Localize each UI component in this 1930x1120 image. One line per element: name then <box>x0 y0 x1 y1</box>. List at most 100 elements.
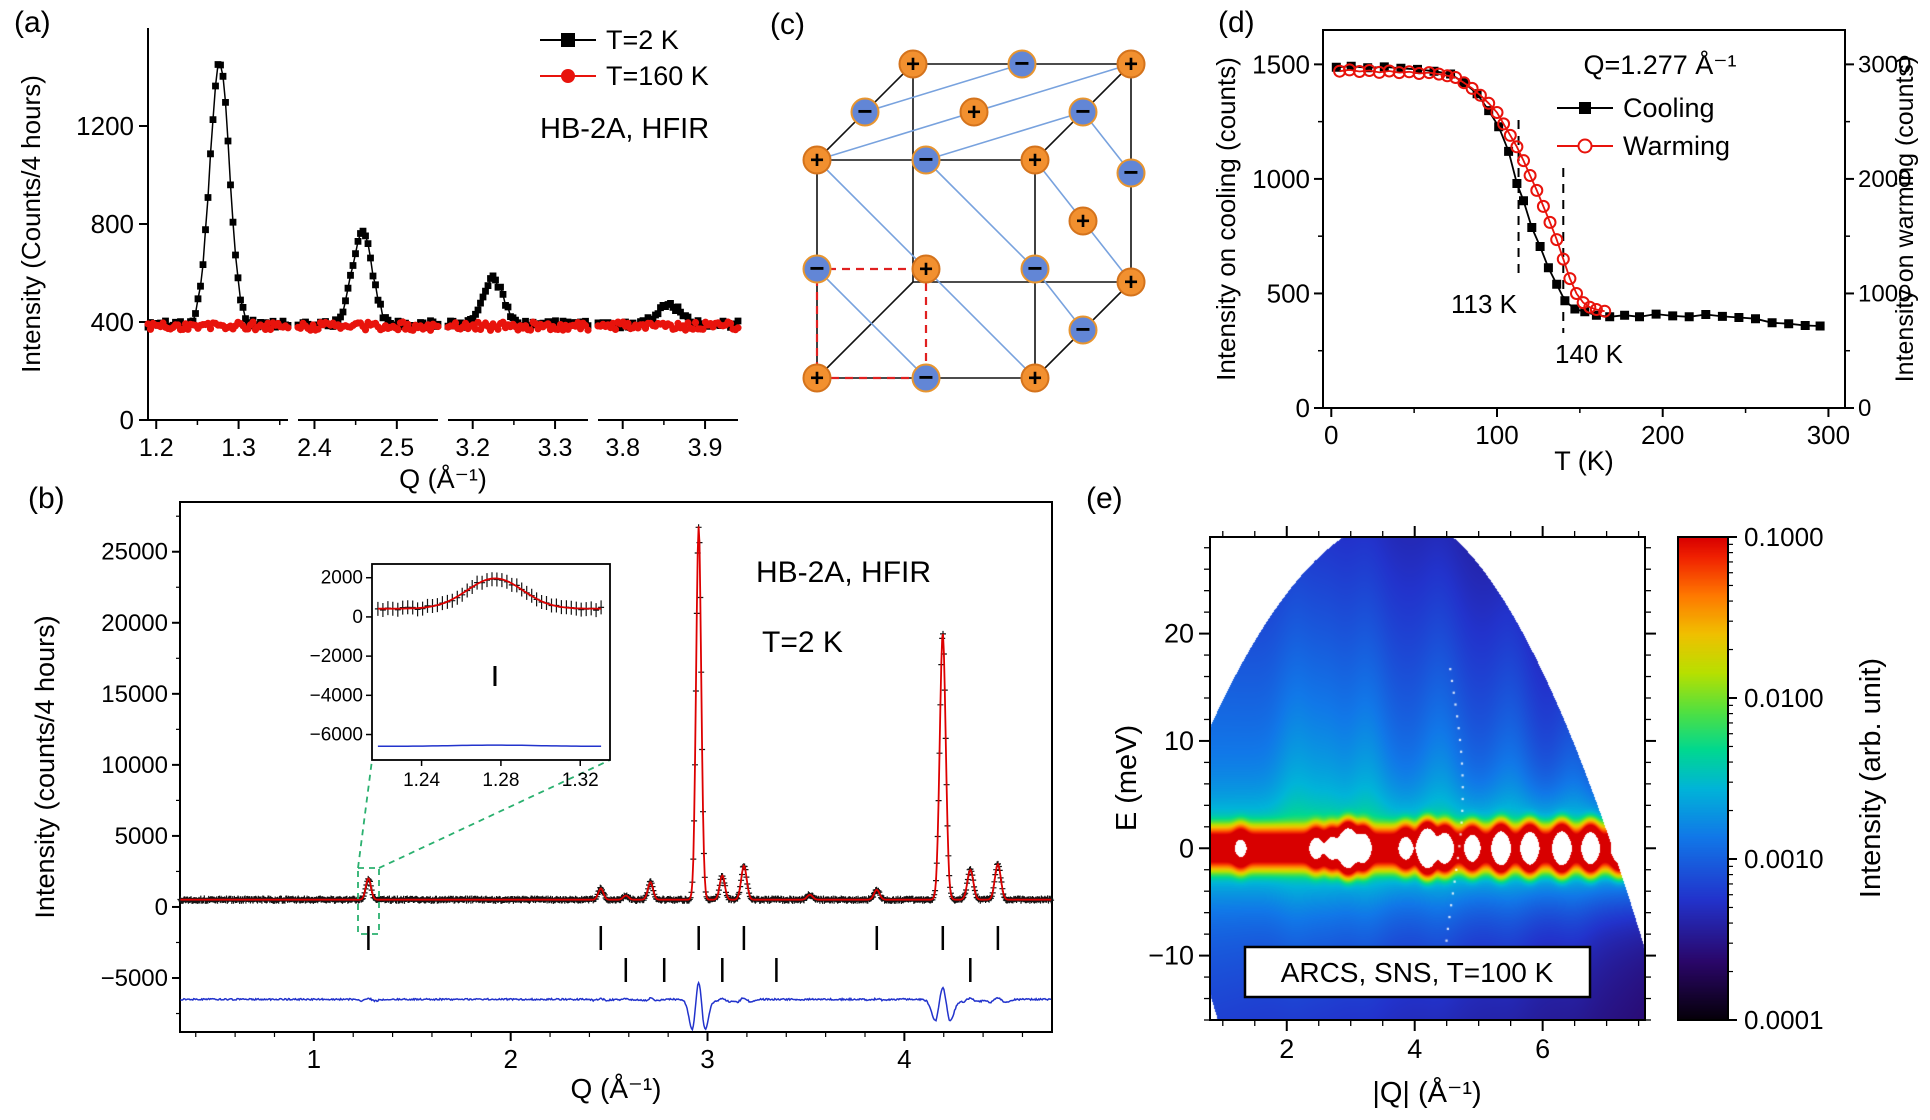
svg-text:1.32: 1.32 <box>562 770 599 791</box>
svg-text:0: 0 <box>155 894 168 921</box>
b-axes <box>172 515 1024 1041</box>
svg-text:1.28: 1.28 <box>482 770 519 791</box>
a-axis-labels: 0 400 800 1200 Intensity (Counts/4 hours) Q (… <box>16 75 722 494</box>
svg-text:2.5: 2.5 <box>379 434 414 462</box>
svg-text:−: − <box>1075 314 1090 344</box>
d-plot-frame <box>1322 29 1846 409</box>
svg-text:300: 300 <box>1807 420 1850 450</box>
b-zoom-box <box>357 759 611 935</box>
svg-text:2: 2 <box>1279 1034 1294 1064</box>
d-ylabel-right: Intensity on warming (counts) <box>1891 56 1919 383</box>
svg-text:ARCS, SNS, T=100 K: ARCS, SNS, T=100 K <box>1281 957 1554 988</box>
svg-text:10000: 10000 <box>101 752 168 779</box>
panel-c-diagram: + − + + − − + − − + + − + − + − + − + <box>802 48 1146 393</box>
b-temperature-annotation: T=2 K <box>762 626 843 659</box>
panel-a-chart: 0 400 800 1200 Intensity (Counts/4 hours) Q (… <box>16 25 742 494</box>
svg-text:1500: 1500 <box>1252 49 1310 79</box>
svg-text:−5000: −5000 <box>101 965 168 992</box>
panel-a: 0 400 800 1200 Intensity (Counts/4 hours) Q (… <box>0 0 755 495</box>
a-series-segment-3 <box>594 300 742 334</box>
b-difference-curve <box>180 980 1052 1032</box>
panel-a-label: (a) <box>14 6 51 39</box>
svg-text:3.8: 3.8 <box>605 434 640 462</box>
panel-d: 0 100 200 300 0 500 1000 1500 0 1000 2000 3000 T (K)… <box>1205 0 1930 495</box>
d-legend: Cooling Warming <box>1557 93 1730 161</box>
svg-text:3.3: 3.3 <box>538 434 573 462</box>
svg-text:1200: 1200 <box>76 111 134 141</box>
e-plot-frame <box>1209 536 1646 1021</box>
d-axes <box>1314 63 1854 417</box>
svg-text:3: 3 <box>700 1044 714 1074</box>
svg-text:+: + <box>1028 365 1042 392</box>
c-ion-sites: + − + + − − + − − + + − + − + − + − + <box>802 48 1146 393</box>
e-annotation-box: ARCS, SNS, T=100 K <box>1243 945 1592 999</box>
svg-text:0.0010: 0.0010 <box>1744 844 1824 874</box>
svg-text:3.2: 3.2 <box>455 434 490 462</box>
d-warming-series <box>1333 63 1612 318</box>
a-instrument-annotation: HB-2A, HFIR <box>540 113 709 145</box>
svg-text:−: − <box>1014 48 1029 78</box>
d-transition-markers: 113 K 140 K <box>1451 120 1624 369</box>
svg-text:1.3: 1.3 <box>221 434 256 462</box>
svg-text:T=2 K: T=2 K <box>606 25 679 55</box>
svg-text:0.1000: 0.1000 <box>1744 522 1824 552</box>
svg-text:−4000: −4000 <box>310 685 363 706</box>
svg-text:+: + <box>810 147 824 174</box>
e-axis-labels: 2 4 6 −10 0 10 20 E (meV) |Q| (Å⁻¹) <box>1111 619 1550 1109</box>
svg-text:3.9: 3.9 <box>688 434 723 462</box>
svg-text:T=160 K: T=160 K <box>606 61 709 91</box>
svg-text:0: 0 <box>1296 393 1310 423</box>
svg-text:0: 0 <box>1324 420 1338 450</box>
svg-text:20000: 20000 <box>101 610 168 637</box>
svg-text:1.24: 1.24 <box>403 770 440 791</box>
svg-text:6: 6 <box>1535 1034 1550 1064</box>
svg-text:−6000: −6000 <box>310 725 363 746</box>
heatmap-canvas <box>1210 537 1645 1020</box>
b-refinement-series <box>177 524 1055 1032</box>
a-ylabel: Intensity (Counts/4 hours) <box>16 75 46 373</box>
a-axes <box>139 28 738 429</box>
svg-text:2000: 2000 <box>1858 166 1911 193</box>
svg-text:−2000: −2000 <box>310 646 363 667</box>
svg-text:+: + <box>1124 269 1138 296</box>
panel-e-label: (e) <box>1086 482 1123 515</box>
svg-text:−: − <box>1123 157 1138 187</box>
a-xlabel: Q (Å⁻¹) <box>399 463 487 494</box>
svg-text:Warming: Warming <box>1623 131 1730 161</box>
e-colorbar-label: Intensity (arb. unit) <box>1855 658 1887 898</box>
svg-text:1000: 1000 <box>1858 280 1911 307</box>
svg-text:−: − <box>918 144 933 174</box>
svg-text:−: − <box>1075 96 1090 126</box>
panel-c: + − + + − − + − − + + − + − + − + − + <box>755 0 1200 480</box>
svg-text:0.0001: 0.0001 <box>1744 1005 1824 1035</box>
a-series-segment-0 <box>144 61 292 334</box>
svg-text:Cooling: Cooling <box>1623 93 1715 123</box>
svg-text:100: 100 <box>1475 420 1518 450</box>
svg-text:+: + <box>906 51 920 78</box>
e-xlabel: |Q| (Å⁻¹) <box>1372 1076 1481 1109</box>
e-axes <box>1199 526 1656 1031</box>
panel-d-label: (d) <box>1218 6 1255 39</box>
svg-text:0: 0 <box>352 607 363 628</box>
panel-c-label: (c) <box>770 8 805 41</box>
svg-text:1000: 1000 <box>1252 164 1310 194</box>
svg-text:20: 20 <box>1164 619 1194 649</box>
svg-text:1: 1 <box>307 1044 321 1074</box>
svg-text:3000: 3000 <box>1858 51 1911 78</box>
panel-b: 1 2 3 4 −5000 0 5000 10000 15000 20000 25000 Q (Å⁻¹… <box>10 480 1070 1120</box>
svg-text:+: + <box>1076 208 1090 235</box>
svg-text:500: 500 <box>1267 278 1310 308</box>
svg-text:2000: 2000 <box>321 568 363 589</box>
svg-text:800: 800 <box>91 209 134 239</box>
svg-text:200: 200 <box>1641 420 1684 450</box>
svg-text:25000: 25000 <box>101 539 168 566</box>
svg-text:113 K: 113 K <box>1451 289 1518 319</box>
panel-b-label: (b) <box>28 482 65 515</box>
d-cooling-series <box>1331 61 1825 331</box>
b-xlabel: Q (Å⁻¹) <box>571 1073 662 1104</box>
svg-text:0: 0 <box>1858 395 1871 422</box>
a-series-segment-1 <box>294 227 442 334</box>
